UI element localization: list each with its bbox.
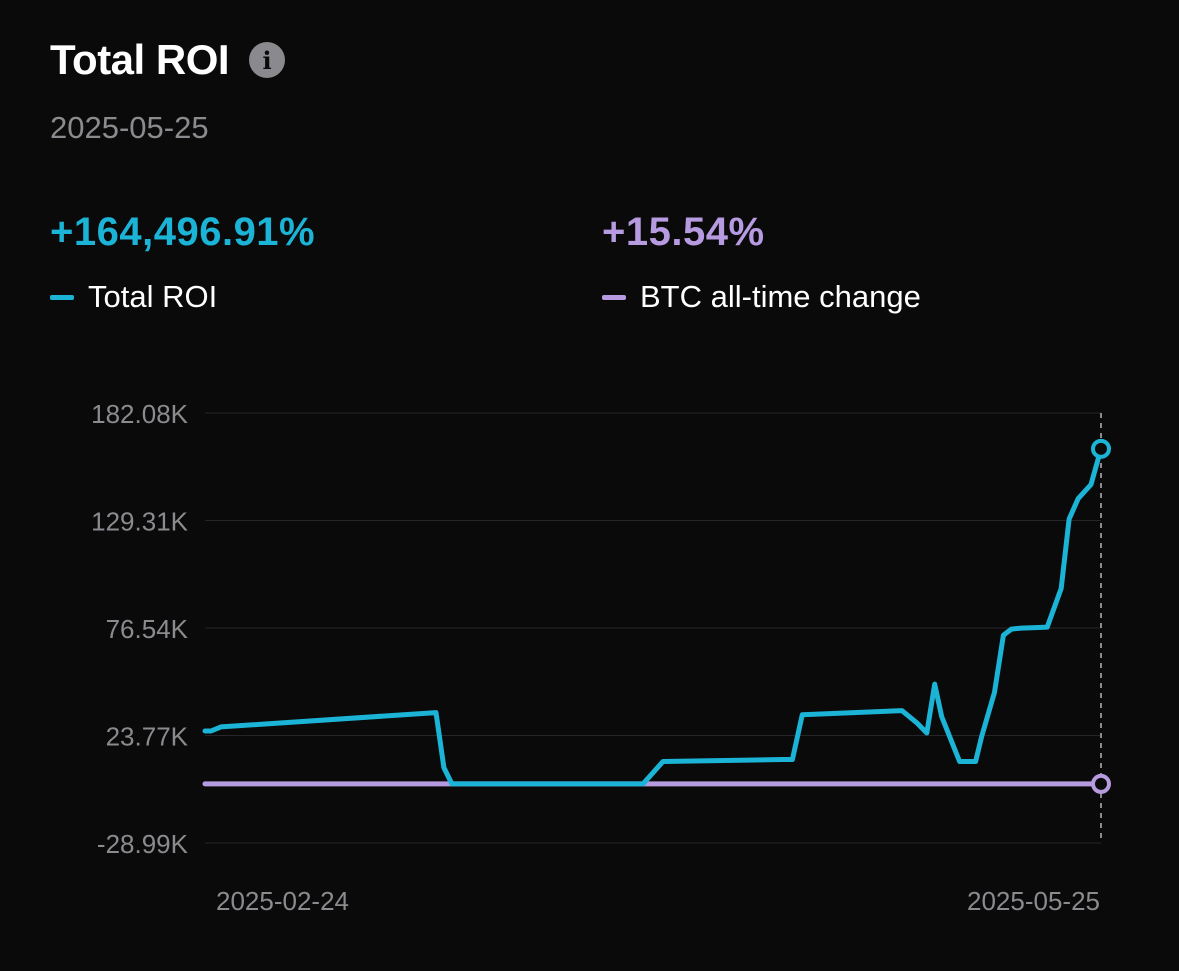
y-tick-label: -28.99K xyxy=(97,829,189,859)
info-icon[interactable]: i xyxy=(249,42,286,78)
y-tick-label: 182.08K xyxy=(91,399,189,429)
btc-change-label: BTC all-time change xyxy=(640,279,921,314)
total-roi-swatch xyxy=(50,294,74,300)
page-title: Total ROI xyxy=(50,36,230,83)
btc-end-marker xyxy=(1091,773,1111,794)
y-tick-label: 76.54K xyxy=(106,614,189,644)
legend-item-total-roi: Total ROI xyxy=(50,279,315,315)
total-roi-stat: +164,496.91% Total ROI xyxy=(50,210,315,315)
date-label: 2025-05-25 xyxy=(50,110,209,145)
btc-swatch xyxy=(602,294,626,300)
total-roi-series-line xyxy=(202,446,1104,787)
total-roi-value: +164,496.91% xyxy=(50,210,316,254)
y-tick-label: 129.31K xyxy=(91,507,189,537)
x-tick-label: 2025-02-24 xyxy=(216,886,349,916)
x-tick-label: 2025-05-25 xyxy=(967,886,1100,916)
total-roi-end-marker xyxy=(1091,438,1111,459)
title-row: Total ROI i xyxy=(50,36,286,84)
y-tick-label: 23.77K xyxy=(106,722,189,752)
btc-change-value: +15.54% xyxy=(602,210,765,254)
total-roi-label: Total ROI xyxy=(88,279,218,314)
legend-item-btc: BTC all-time change xyxy=(602,279,921,315)
btc-change-stat: +15.54% BTC all-time change xyxy=(602,210,921,315)
